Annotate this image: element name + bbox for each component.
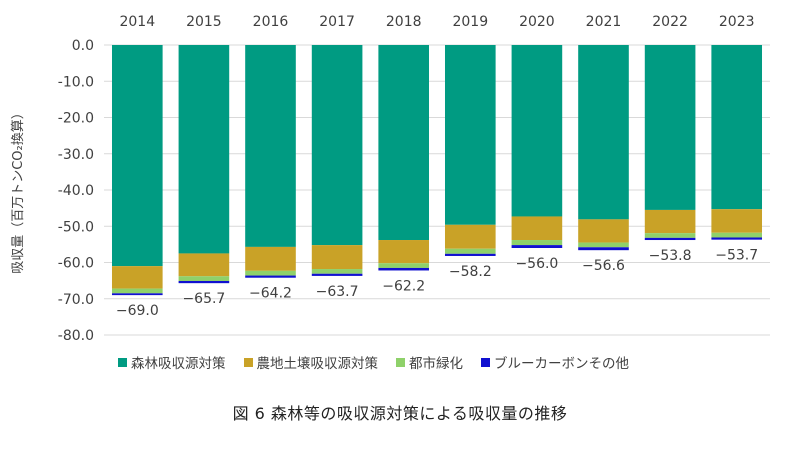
bar-segment <box>311 245 363 270</box>
bar-segment <box>511 245 563 248</box>
bars <box>111 45 763 296</box>
total-value-label: −53.7 <box>715 248 758 264</box>
bar-segment <box>644 233 696 238</box>
y-tick-label: -40.0 <box>58 183 94 199</box>
total-value-label: −56.6 <box>582 258 625 274</box>
bar-segment <box>378 45 430 241</box>
bar-segment <box>111 45 163 267</box>
bar-segment <box>578 219 629 243</box>
bar-segment <box>178 280 230 284</box>
y-axis-label: 吸収量（百万トンCO₂換算） <box>11 106 26 274</box>
bar-segment <box>511 240 563 246</box>
y-tick-label: -10.0 <box>58 74 94 90</box>
legend-label-urban-greening: 都市緑化 <box>409 356 463 372</box>
legend-swatch-farmland <box>243 357 253 367</box>
y-tick-label: -50.0 <box>58 219 94 235</box>
total-value-label: −64.2 <box>249 286 292 302</box>
legend-label-forest: 森林吸収源対策 <box>131 356 226 372</box>
bar-segment <box>245 45 296 247</box>
x-category-label: 2022 <box>652 14 688 30</box>
legend-swatch-blue-carbon <box>481 357 490 367</box>
bar-segment <box>311 269 363 274</box>
y-tick-label: -30.0 <box>58 147 94 163</box>
bar-segment <box>111 293 163 296</box>
bar-segment <box>378 267 430 271</box>
legend-item-forest: 森林吸収源対策 <box>118 352 226 372</box>
legend-item-farmland: 農地土壌吸収源対策 <box>243 352 379 372</box>
x-category-label: 2019 <box>452 14 488 30</box>
bar-segment <box>178 45 230 254</box>
bar-segment <box>711 237 763 240</box>
bar-segment <box>711 45 763 210</box>
y-axis-ticks: 0.0 -10.0 -20.0 -30.0 -40.0 -50.0 -60.0 -70.0 -8… <box>58 38 94 344</box>
total-value-label: −69.0 <box>116 303 159 319</box>
bar-segment <box>311 273 363 276</box>
bar-segment <box>444 253 496 256</box>
total-value-label: −56.0 <box>515 256 558 272</box>
bar-segment <box>178 276 230 281</box>
bar-segment <box>444 45 496 225</box>
bar-segment <box>444 224 496 249</box>
bar-segment <box>578 45 629 220</box>
bar-segment <box>378 240 430 264</box>
x-category-label: 2016 <box>253 14 289 30</box>
x-category-label: 2014 <box>119 14 155 30</box>
bar-segment <box>511 216 563 241</box>
legend-swatch-forest <box>118 357 127 367</box>
figure-caption: 図 6 森林等の吸収源対策による吸収量の推移 <box>232 404 568 423</box>
x-axis-categories: 2014 2015 2016 2017 2018 2019 2020 2021 2022 2023 <box>119 14 754 30</box>
bar-segment <box>644 45 696 210</box>
bar-segment <box>578 242 629 248</box>
bar-segment <box>711 232 763 238</box>
total-value-label: −63.7 <box>316 284 359 300</box>
total-value-label: −53.8 <box>649 248 692 264</box>
y-tick-label: -70.0 <box>58 292 94 308</box>
bar-segment <box>444 248 496 254</box>
x-category-label: 2021 <box>586 14 622 30</box>
y-tick-label: -20.0 <box>58 111 94 127</box>
chart-canvas: 0.0 -10.0 -20.0 -30.0 -40.0 -50.0 -60.0 -70.0 -8… <box>11 14 770 344</box>
legend-item-urban-greening: 都市緑化 <box>396 352 463 372</box>
bar-segment <box>644 209 696 234</box>
bar-segment <box>711 209 763 233</box>
y-tick-label: -80.0 <box>58 328 94 344</box>
bar-segment <box>644 237 696 241</box>
legend: 森林吸収源対策 農地土壌吸収源対策 都市緑化 ブルーカーボンその他 <box>118 352 629 372</box>
bar-segment <box>245 246 296 271</box>
bar-segment <box>378 263 430 268</box>
bar-segment <box>178 253 230 277</box>
legend-label-blue-carbon: ブルーカーボンその他 <box>494 356 629 372</box>
bar-segment <box>111 288 163 294</box>
legend-item-blue-carbon: ブルーカーボンその他 <box>481 352 629 372</box>
total-value-label: −65.7 <box>182 291 225 307</box>
legend-label-farmland: 農地土壌吸収源対策 <box>256 356 379 372</box>
y-tick-label: -60.0 <box>58 256 94 272</box>
x-category-label: 2020 <box>519 14 555 30</box>
total-value-label: −62.2 <box>382 278 425 294</box>
x-category-label: 2015 <box>186 14 222 30</box>
bar-segment <box>111 266 163 289</box>
bar-segment <box>311 45 363 246</box>
total-labels: −69.0 −65.7 −64.2 −63.7 −62.2 −58.2 −56.0 −56.6… <box>116 248 758 319</box>
y-tick-label: 0.0 <box>72 38 94 54</box>
total-value-label: −58.2 <box>449 264 492 280</box>
x-category-label: 2018 <box>386 14 422 30</box>
x-category-label: 2023 <box>719 14 755 30</box>
bar-segment <box>511 45 563 217</box>
bar-segment <box>245 275 296 278</box>
x-category-label: 2017 <box>319 14 355 30</box>
legend-swatch-urban-greening <box>396 357 405 367</box>
bar-segment <box>578 247 629 251</box>
bar-segment <box>245 270 296 276</box>
